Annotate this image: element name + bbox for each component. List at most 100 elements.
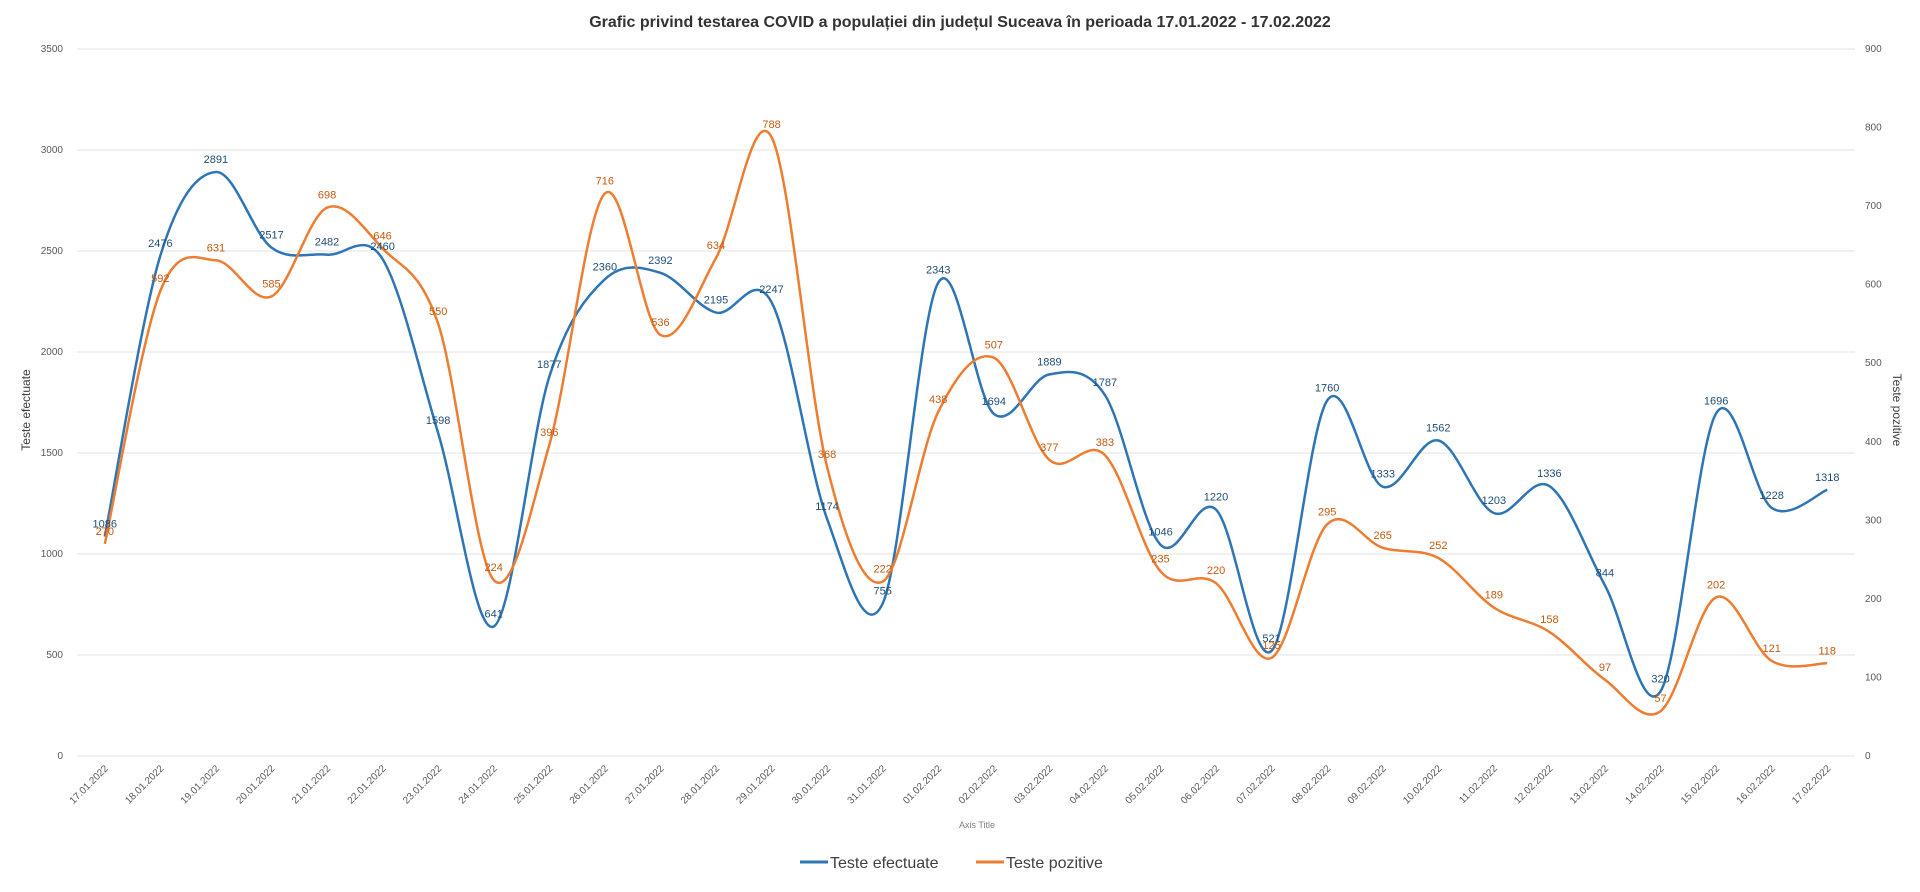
x-axis-tick-label: 05.02.2022	[1123, 763, 1166, 806]
data-label-teste-efectuate: 1228	[1759, 490, 1783, 502]
series-lines	[103, 129, 1828, 716]
chart-title: Grafic privind testarea COVID a populați…	[589, 14, 1331, 31]
data-label-teste-pozitive: 396	[540, 427, 558, 439]
data-label-teste-pozitive: 220	[1207, 565, 1225, 577]
left-axis-tick-label: 3000	[41, 145, 64, 156]
gridlines	[77, 48, 1855, 757]
data-label-teste-pozitive: 189	[1485, 590, 1503, 602]
data-label-teste-efectuate: 1787	[1093, 377, 1117, 389]
left-axis-tick-label: 500	[46, 650, 63, 661]
data-label-teste-efectuate: 2343	[926, 265, 950, 277]
data-label-teste-efectuate: 1203	[1482, 495, 1506, 507]
data-label-teste-pozitive: 252	[1429, 540, 1447, 552]
left-axis-tick-label: 1500	[41, 448, 64, 459]
data-label-teste-pozitive: 222	[873, 564, 891, 576]
x-axis-tick-label: 21.01.2022	[290, 763, 333, 806]
data-label-teste-pozitive: 438	[929, 394, 947, 406]
x-axis-tick-label: 12.02.2022	[1512, 763, 1555, 806]
data-labels: 1086 2476 2891 2517 2482 2460 1598 641 1877 2360 2…	[93, 119, 1840, 705]
x-axis-title: Axis Title	[959, 820, 995, 830]
x-axis-tick-label: 07.02.2022	[1235, 763, 1278, 806]
legend: Teste efectuate Teste pozitive	[800, 855, 1103, 872]
x-axis-tick-label: 16.02.2022	[1735, 763, 1778, 806]
data-label-teste-pozitive: 158	[1540, 614, 1558, 626]
data-label-teste-pozitive: 788	[762, 119, 780, 131]
right-axis-tick-label: 300	[1865, 515, 1882, 526]
data-label-teste-pozitive: 592	[151, 273, 169, 285]
legend-label-teste-pozitive: Teste pozitive	[1006, 855, 1103, 872]
right-axis-tick-label: 200	[1865, 594, 1882, 605]
x-axis-tick-label: 29.01.2022	[734, 763, 777, 806]
right-axis-tick-label: 600	[1865, 280, 1882, 291]
data-label-teste-efectuate: 1336	[1537, 468, 1561, 480]
x-axis-tick-label: 01.02.2022	[901, 763, 944, 806]
x-axis-tick-label: 15.02.2022	[1679, 763, 1722, 806]
right-axis-tick-label: 400	[1865, 437, 1882, 448]
left-axis-tick-label: 1000	[41, 549, 64, 560]
legend-label-teste-efectuate: Teste efectuate	[830, 855, 939, 872]
x-axis-tick-label: 13.02.2022	[1568, 763, 1611, 806]
right-axis-ticks: 0 100 200 300 400 500 600 700 800 900	[1865, 44, 1882, 762]
x-axis-tick-label: 23.01.2022	[401, 763, 444, 806]
data-label-teste-efectuate: 1318	[1815, 472, 1839, 484]
data-label-teste-efectuate: 1694	[982, 396, 1006, 408]
data-label-teste-efectuate: 2482	[315, 237, 339, 249]
left-axis-tick-label: 2000	[41, 347, 64, 358]
data-label-teste-efectuate: 2476	[148, 238, 172, 250]
y-axis-title-right: Teste pozitive	[1890, 374, 1904, 447]
data-label-teste-efectuate: 2195	[704, 295, 728, 307]
data-label-teste-pozitive: 631	[207, 242, 225, 254]
right-axis-tick-label: 100	[1865, 672, 1882, 683]
data-label-teste-pozitive: 536	[651, 317, 669, 329]
x-axis-tick-label: 20.01.2022	[234, 763, 277, 806]
x-axis-tick-label: 10.02.2022	[1401, 763, 1444, 806]
x-axis-tick-label: 25.01.2022	[512, 763, 555, 806]
data-label-teste-pozitive: 377	[1040, 442, 1058, 454]
data-label-teste-efectuate: 1889	[1037, 356, 1061, 368]
right-axis-tick-label: 0	[1865, 751, 1871, 762]
x-axis-tick-label: 08.02.2022	[1290, 763, 1333, 806]
data-label-teste-pozitive: 97	[1599, 662, 1611, 674]
x-axis-ticks: 17.01.2022 18.01.2022 19.01.2022 20.01.2022…	[68, 763, 1834, 806]
x-axis-tick-label: 24.01.2022	[457, 763, 500, 806]
data-label-teste-efectuate: 320	[1651, 673, 1669, 685]
data-label-teste-pozitive: 698	[318, 190, 336, 202]
data-label-teste-efectuate: 2392	[648, 255, 672, 267]
x-axis-tick-label: 31.01.2022	[846, 763, 889, 806]
x-axis-tick-label: 26.01.2022	[568, 763, 611, 806]
data-label-teste-pozitive: 121	[1762, 643, 1780, 655]
data-label-teste-pozitive: 634	[707, 240, 725, 252]
left-axis-tick-label: 0	[57, 751, 63, 762]
data-label-teste-efectuate: 2517	[259, 230, 283, 242]
data-label-teste-efectuate: 2460	[370, 241, 394, 253]
x-axis-tick-label: 09.02.2022	[1346, 763, 1389, 806]
x-axis-tick-label: 27.01.2022	[623, 763, 666, 806]
right-axis-tick-label: 800	[1865, 123, 1882, 134]
data-label-teste-efectuate: 1760	[1315, 382, 1339, 394]
x-axis-tick-label: 17.02.2022	[1790, 763, 1833, 806]
data-label-teste-pozitive: 118	[1818, 645, 1836, 657]
x-axis-tick-label: 19.01.2022	[179, 763, 222, 806]
left-axis-tick-label: 3500	[41, 44, 64, 55]
data-label-teste-efectuate: 1877	[537, 359, 561, 371]
data-label-teste-pozitive: 550	[429, 306, 447, 318]
x-axis-tick-label: 03.02.2022	[1012, 763, 1055, 806]
data-label-teste-efectuate: 1333	[1370, 469, 1394, 481]
data-label-teste-pozitive: 270	[96, 526, 114, 538]
data-label-teste-pozitive: 383	[1096, 437, 1114, 449]
data-label-teste-efectuate: 2891	[204, 154, 228, 166]
data-label-teste-efectuate: 755	[873, 585, 891, 597]
x-axis-tick-label: 22.01.2022	[346, 763, 389, 806]
data-label-teste-efectuate: 1696	[1704, 395, 1728, 407]
data-label-teste-efectuate: 521	[1262, 633, 1280, 645]
data-label-teste-efectuate: 1562	[1426, 422, 1450, 434]
left-axis-ticks: 0 500 1000 1500 2000 2500 3000 3500	[41, 44, 64, 762]
x-axis-tick-label: 11.02.2022	[1457, 763, 1500, 806]
left-axis-tick-label: 2500	[41, 246, 64, 257]
data-label-teste-efectuate: 2360	[593, 261, 617, 273]
data-label-teste-pozitive: 295	[1318, 506, 1336, 518]
data-label-teste-efectuate: 1086	[93, 519, 117, 531]
data-label-teste-efectuate: 2247	[759, 284, 783, 296]
